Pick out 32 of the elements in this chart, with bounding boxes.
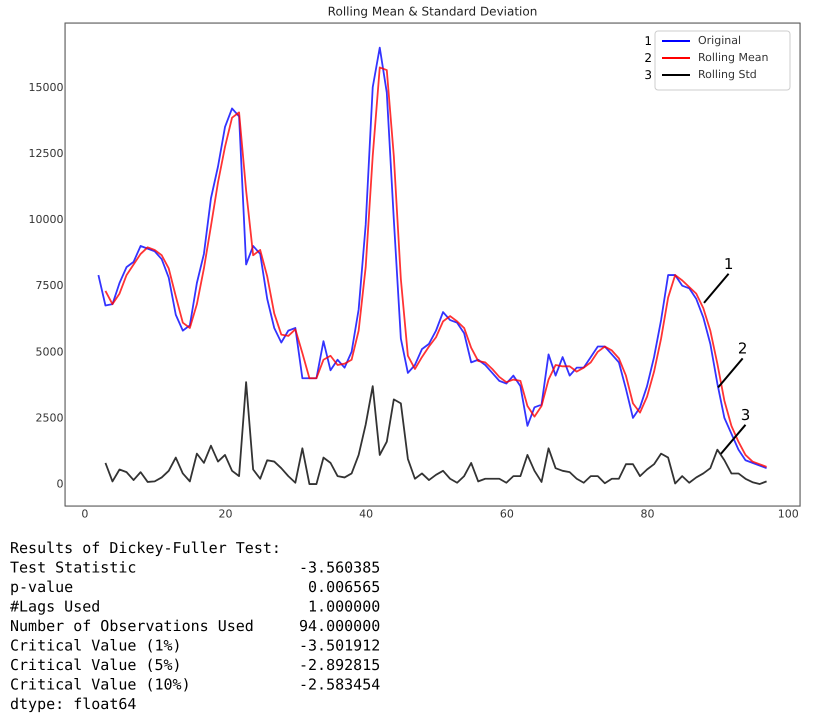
y-tick-label: 10000 (28, 213, 64, 226)
text: dtype: float64 (10, 695, 136, 713)
annotation: 3 (644, 68, 652, 82)
x-tick-label: 80 (640, 508, 655, 520)
annotation: 2 (738, 339, 748, 358)
x-tick-label: 0 (81, 508, 88, 520)
text: #Lags Used 1.000000 (10, 598, 380, 616)
annotation: 3 (740, 406, 750, 424)
x-tick-label: 20 (218, 508, 233, 520)
y-tick-label: 0 (56, 478, 64, 491)
y-tick-label: 15000 (28, 80, 64, 94)
chart-title: Rolling Mean & Standard Deviation (328, 4, 538, 18)
legend-label: Rolling Mean (698, 51, 768, 64)
y-tick-label: 12500 (28, 146, 64, 160)
x-tick-label: 60 (500, 508, 514, 520)
text: Critical Value (1%) -3.501912 (10, 636, 380, 654)
y-tick-label: 7500 (36, 279, 64, 292)
legend-label: Original (698, 34, 742, 47)
text: Critical Value (5%) -2.892815 (10, 656, 380, 674)
text: Critical Value (10%) -2.583454 (10, 676, 380, 694)
x-tick-label: 100 (778, 508, 799, 520)
y-tick-label: 5000 (36, 345, 64, 358)
text: p-value 0.006565 (10, 578, 380, 596)
annotation: 1 (644, 34, 652, 48)
legend-label: Rolling Std (698, 68, 757, 81)
text: Results of Dickey-Fuller Test: (10, 539, 281, 557)
x-tick-label: 40 (359, 508, 374, 520)
y-tick-label: 2500 (36, 411, 64, 424)
text: Test Statistic -3.560385 (10, 558, 380, 576)
annotation: 1 (724, 254, 734, 273)
annotation: 2 (644, 51, 652, 65)
text: Number of Observations Used 94.000000 (10, 617, 380, 635)
